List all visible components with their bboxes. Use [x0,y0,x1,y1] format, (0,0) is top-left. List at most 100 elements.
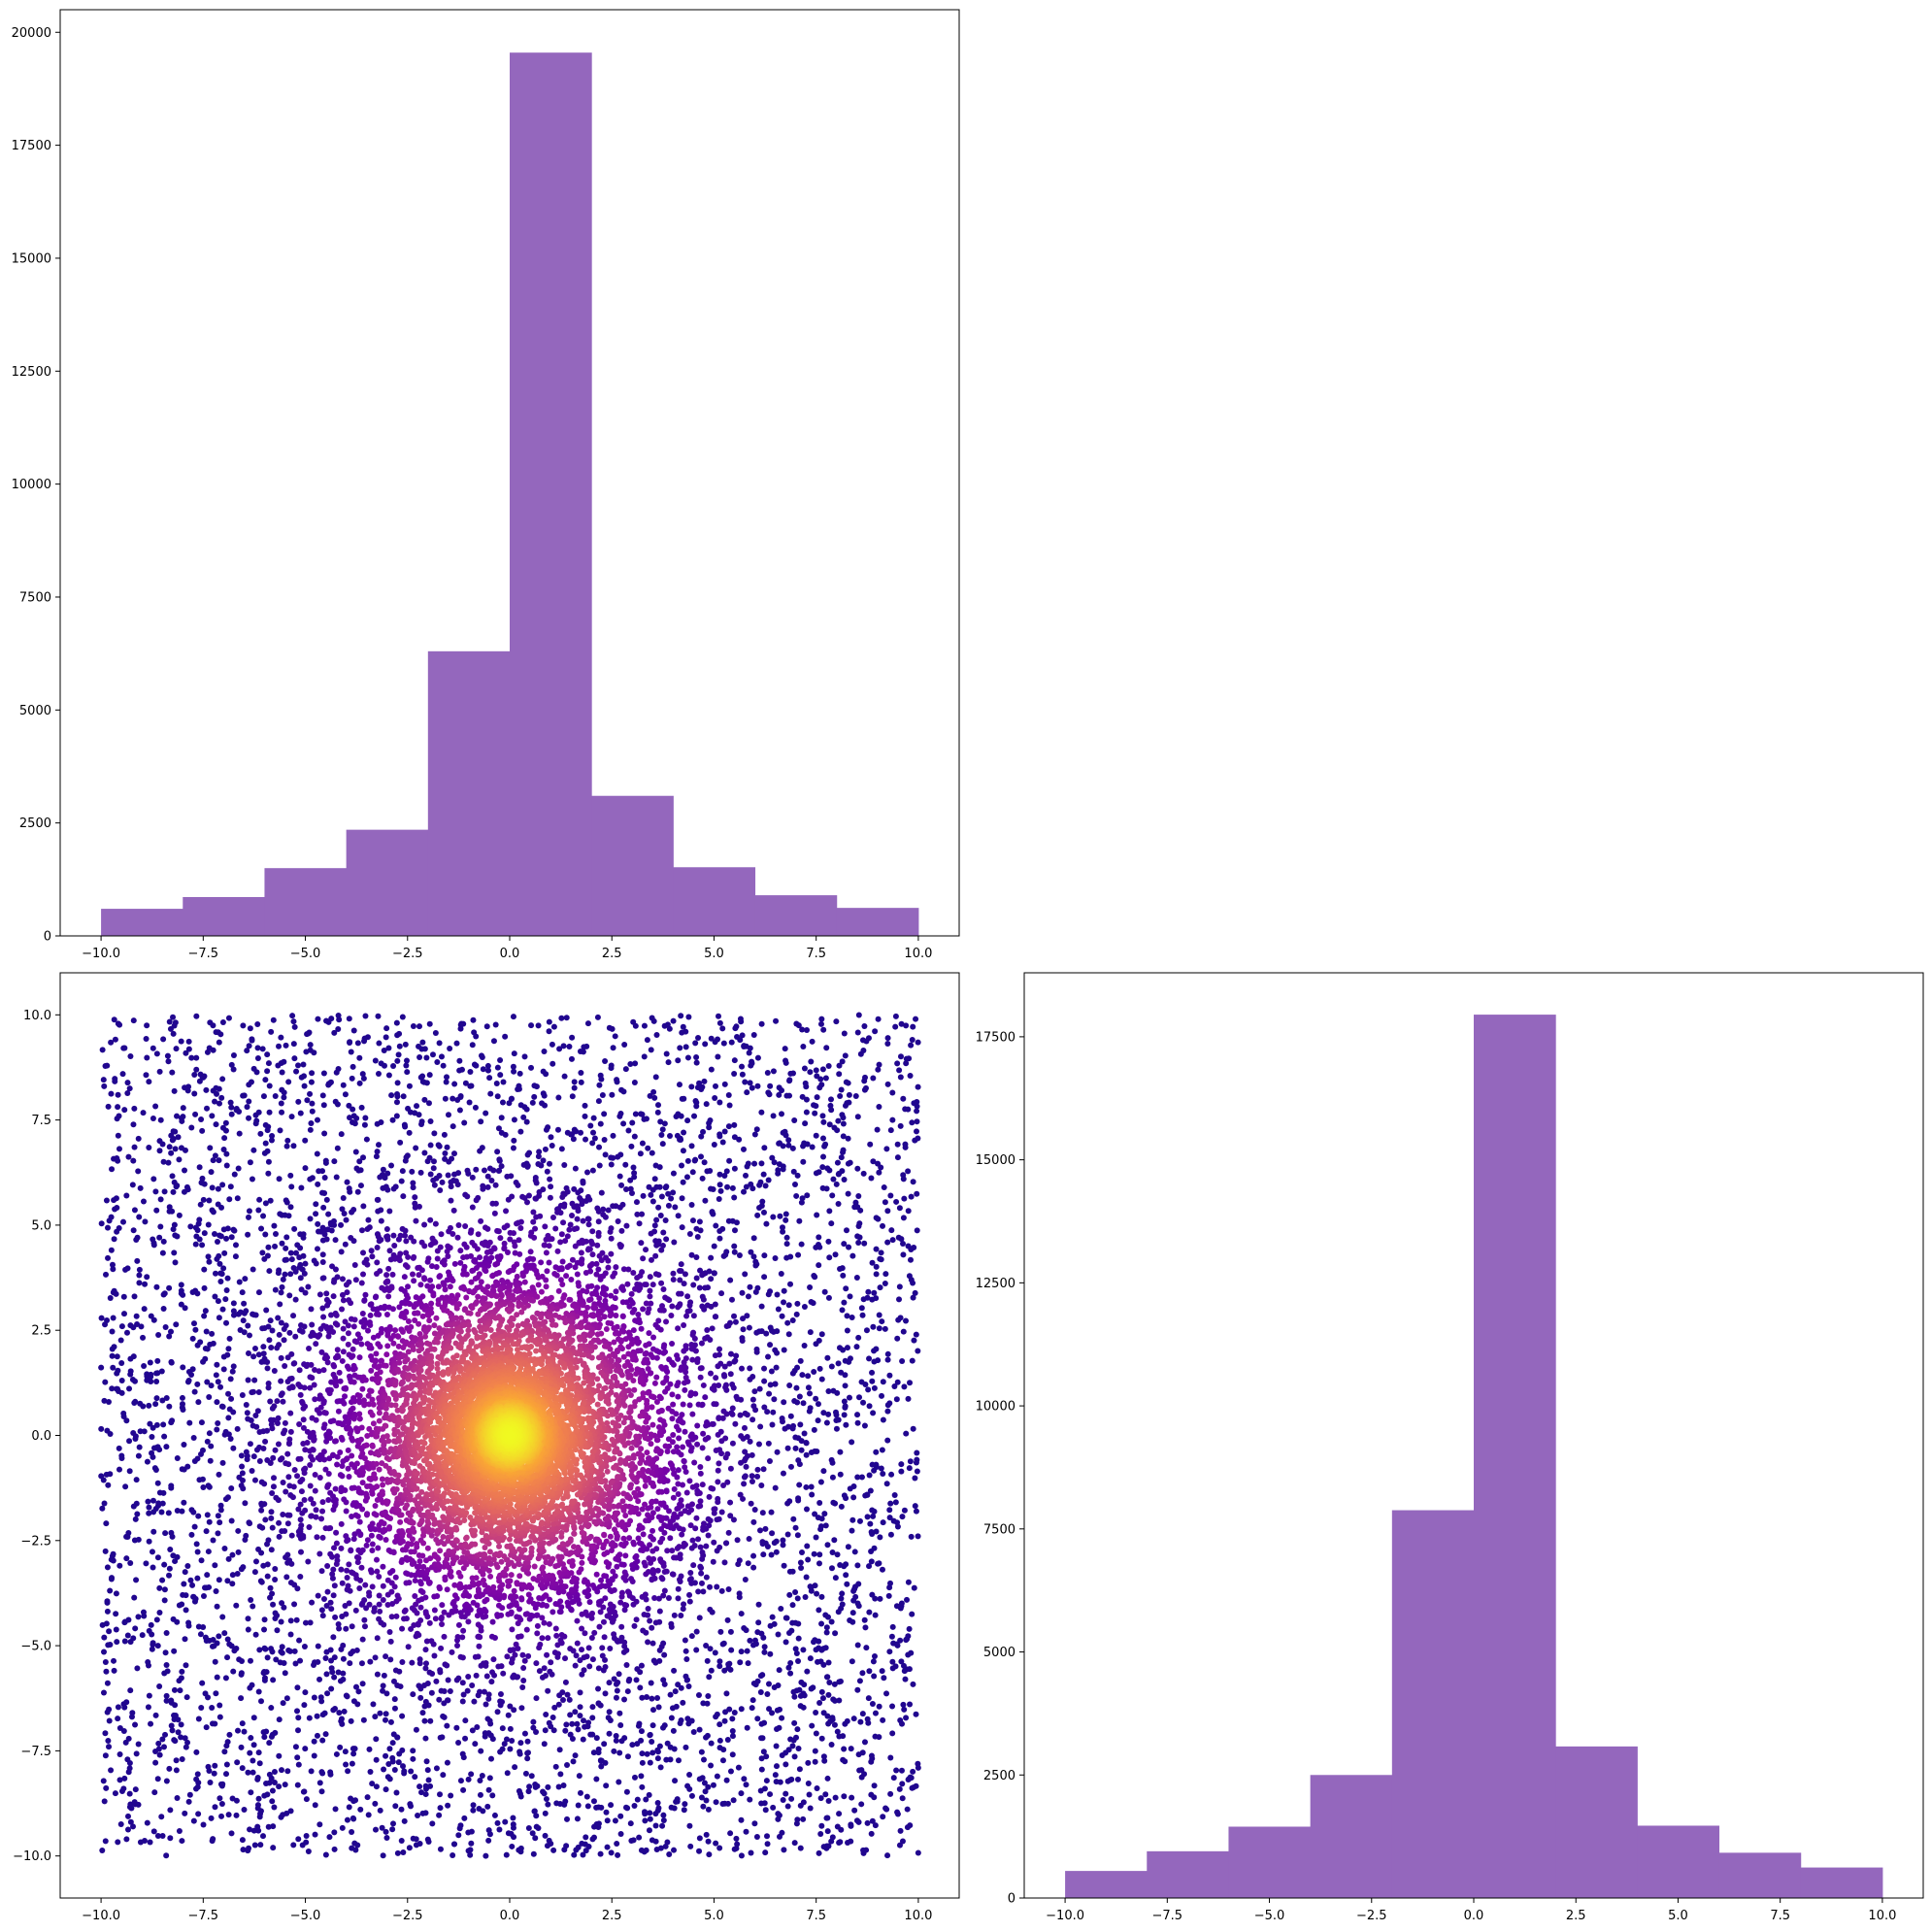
scatter-point [601,1741,608,1748]
scatter-point [503,1851,510,1858]
scatter-point [768,1368,775,1375]
scatter-point [416,1023,422,1030]
scatter-point [689,1537,696,1544]
scatter-point [758,1020,765,1027]
scatter-point [730,1797,737,1804]
scatter-point [518,1705,525,1712]
scatter-point [913,1331,919,1338]
scatter-point [174,1113,181,1119]
scatter-point [719,1139,726,1146]
scatter-point [589,1140,596,1147]
scatter-point [845,1190,851,1197]
scatter-point [126,1765,133,1772]
scatter-point [841,1299,848,1306]
scatter-point [246,1043,252,1049]
scatter-point [798,1241,805,1248]
scatter-point [796,1482,803,1488]
scatter-point [336,1016,343,1023]
scatter-point [720,1040,727,1047]
scatter-point [737,1412,744,1418]
scatter-point [328,1606,335,1613]
scatter-point [352,1797,359,1804]
scatter-point [350,1027,357,1034]
scatter-point [786,1078,793,1084]
scatter-point [703,1831,710,1838]
scatter-point [282,1362,288,1369]
scatter-point [687,1569,694,1576]
scatter-point [372,1654,379,1661]
scatter-point [280,1700,286,1707]
scatter-point [239,1837,246,1844]
scatter-point [880,1470,886,1477]
scatter-point [615,1851,621,1858]
scatter-point [554,1209,561,1216]
scatter-point [684,1293,691,1300]
scatter-point [112,1790,118,1797]
scatter-point [671,1239,678,1246]
scatter-point [699,1272,706,1279]
scatter-point [602,1690,609,1697]
scatter-point [394,1080,401,1086]
scatter-point [664,1548,671,1554]
scatter-point [314,1713,320,1719]
scatter-point [300,1416,307,1423]
scatter-point [789,1602,796,1609]
scatter-point [590,1749,597,1756]
scatter-point [915,1039,921,1046]
scatter-point [405,1253,412,1260]
scatter-point [713,1375,719,1382]
scatter-point [869,1591,876,1598]
scatter-point [729,1440,736,1447]
scatter-point [767,1083,774,1089]
scatter-point [263,1669,270,1676]
scatter-point [519,1651,526,1658]
scatter-point [337,1744,344,1750]
scatter-point [201,1284,208,1291]
scatter-point [386,1208,393,1215]
scatter-point [302,1289,309,1296]
scatter-point [243,1532,250,1539]
scatter-point [232,1242,239,1249]
scatter-point [631,1133,638,1140]
scatter-point [828,1618,835,1625]
scatter-point [630,1270,637,1277]
scatter-point [169,1208,176,1215]
scatter-point [113,1290,119,1297]
scatter-point [302,1689,309,1696]
scatter-point [131,1378,138,1384]
scatter-point [798,1199,805,1206]
scatter-point [436,1696,443,1703]
scatter-point [842,1052,849,1059]
scatter-point [784,1803,791,1810]
scatter-point [150,1242,157,1249]
scatter-point [669,1303,676,1310]
scatter-point [841,1492,848,1499]
scatter-point [284,1768,291,1775]
scatter-point [260,1833,267,1840]
scatter-point [696,1726,703,1733]
scatter-point [460,1786,467,1793]
scatter-point [782,1790,789,1797]
scatter-point [490,1038,497,1045]
scatter-point [830,1176,837,1183]
scatter-point [222,1296,229,1303]
scatter-point [206,1430,213,1437]
scatter-point [699,1175,706,1182]
scatter-point [533,1195,540,1202]
scatter-point [540,1157,547,1164]
scatter-point [116,1466,122,1473]
scatter-point [560,1782,567,1789]
scatter-point [168,1359,175,1366]
scatter-point [240,1485,247,1492]
scatter-point [857,1050,864,1057]
scatter-point [803,1506,810,1513]
scatter-point [193,1013,200,1019]
scatter-point [779,1415,785,1421]
scatter-point [814,1212,820,1218]
scatter-point [208,1169,215,1176]
scatter-point [361,1297,368,1304]
scatter-point [301,1323,308,1330]
scatter-point [359,1681,366,1687]
scatter-point [753,1126,760,1133]
scatter-point [321,1189,328,1196]
